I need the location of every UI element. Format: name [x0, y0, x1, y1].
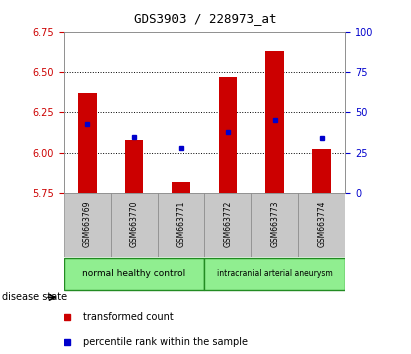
Bar	[205, 258, 345, 290]
Bar	[111, 193, 157, 257]
Text: disease state: disease state	[2, 292, 67, 302]
Bar	[219, 77, 237, 193]
Bar	[205, 193, 252, 257]
Text: GSM663774: GSM663774	[317, 200, 326, 247]
Bar	[64, 258, 204, 290]
Bar	[312, 149, 331, 193]
Text: GDS3903 / 228973_at: GDS3903 / 228973_at	[134, 12, 277, 25]
Text: GSM663769: GSM663769	[83, 200, 92, 247]
Text: intracranial arterial aneurysm: intracranial arterial aneurysm	[217, 269, 333, 278]
Bar	[252, 193, 298, 257]
Bar	[172, 182, 190, 193]
Bar	[298, 193, 345, 257]
Text: percentile rank within the sample: percentile rank within the sample	[83, 337, 248, 347]
Bar	[266, 51, 284, 193]
Text: GSM663773: GSM663773	[270, 200, 279, 247]
Text: GSM663770: GSM663770	[129, 200, 139, 247]
Text: GSM663772: GSM663772	[224, 200, 233, 247]
Text: GSM663771: GSM663771	[176, 200, 185, 247]
Text: transformed count: transformed count	[83, 312, 174, 322]
Text: normal healthy control: normal healthy control	[83, 269, 186, 278]
Bar	[78, 93, 97, 193]
Bar	[125, 140, 143, 193]
Bar	[157, 193, 205, 257]
Bar	[64, 193, 111, 257]
